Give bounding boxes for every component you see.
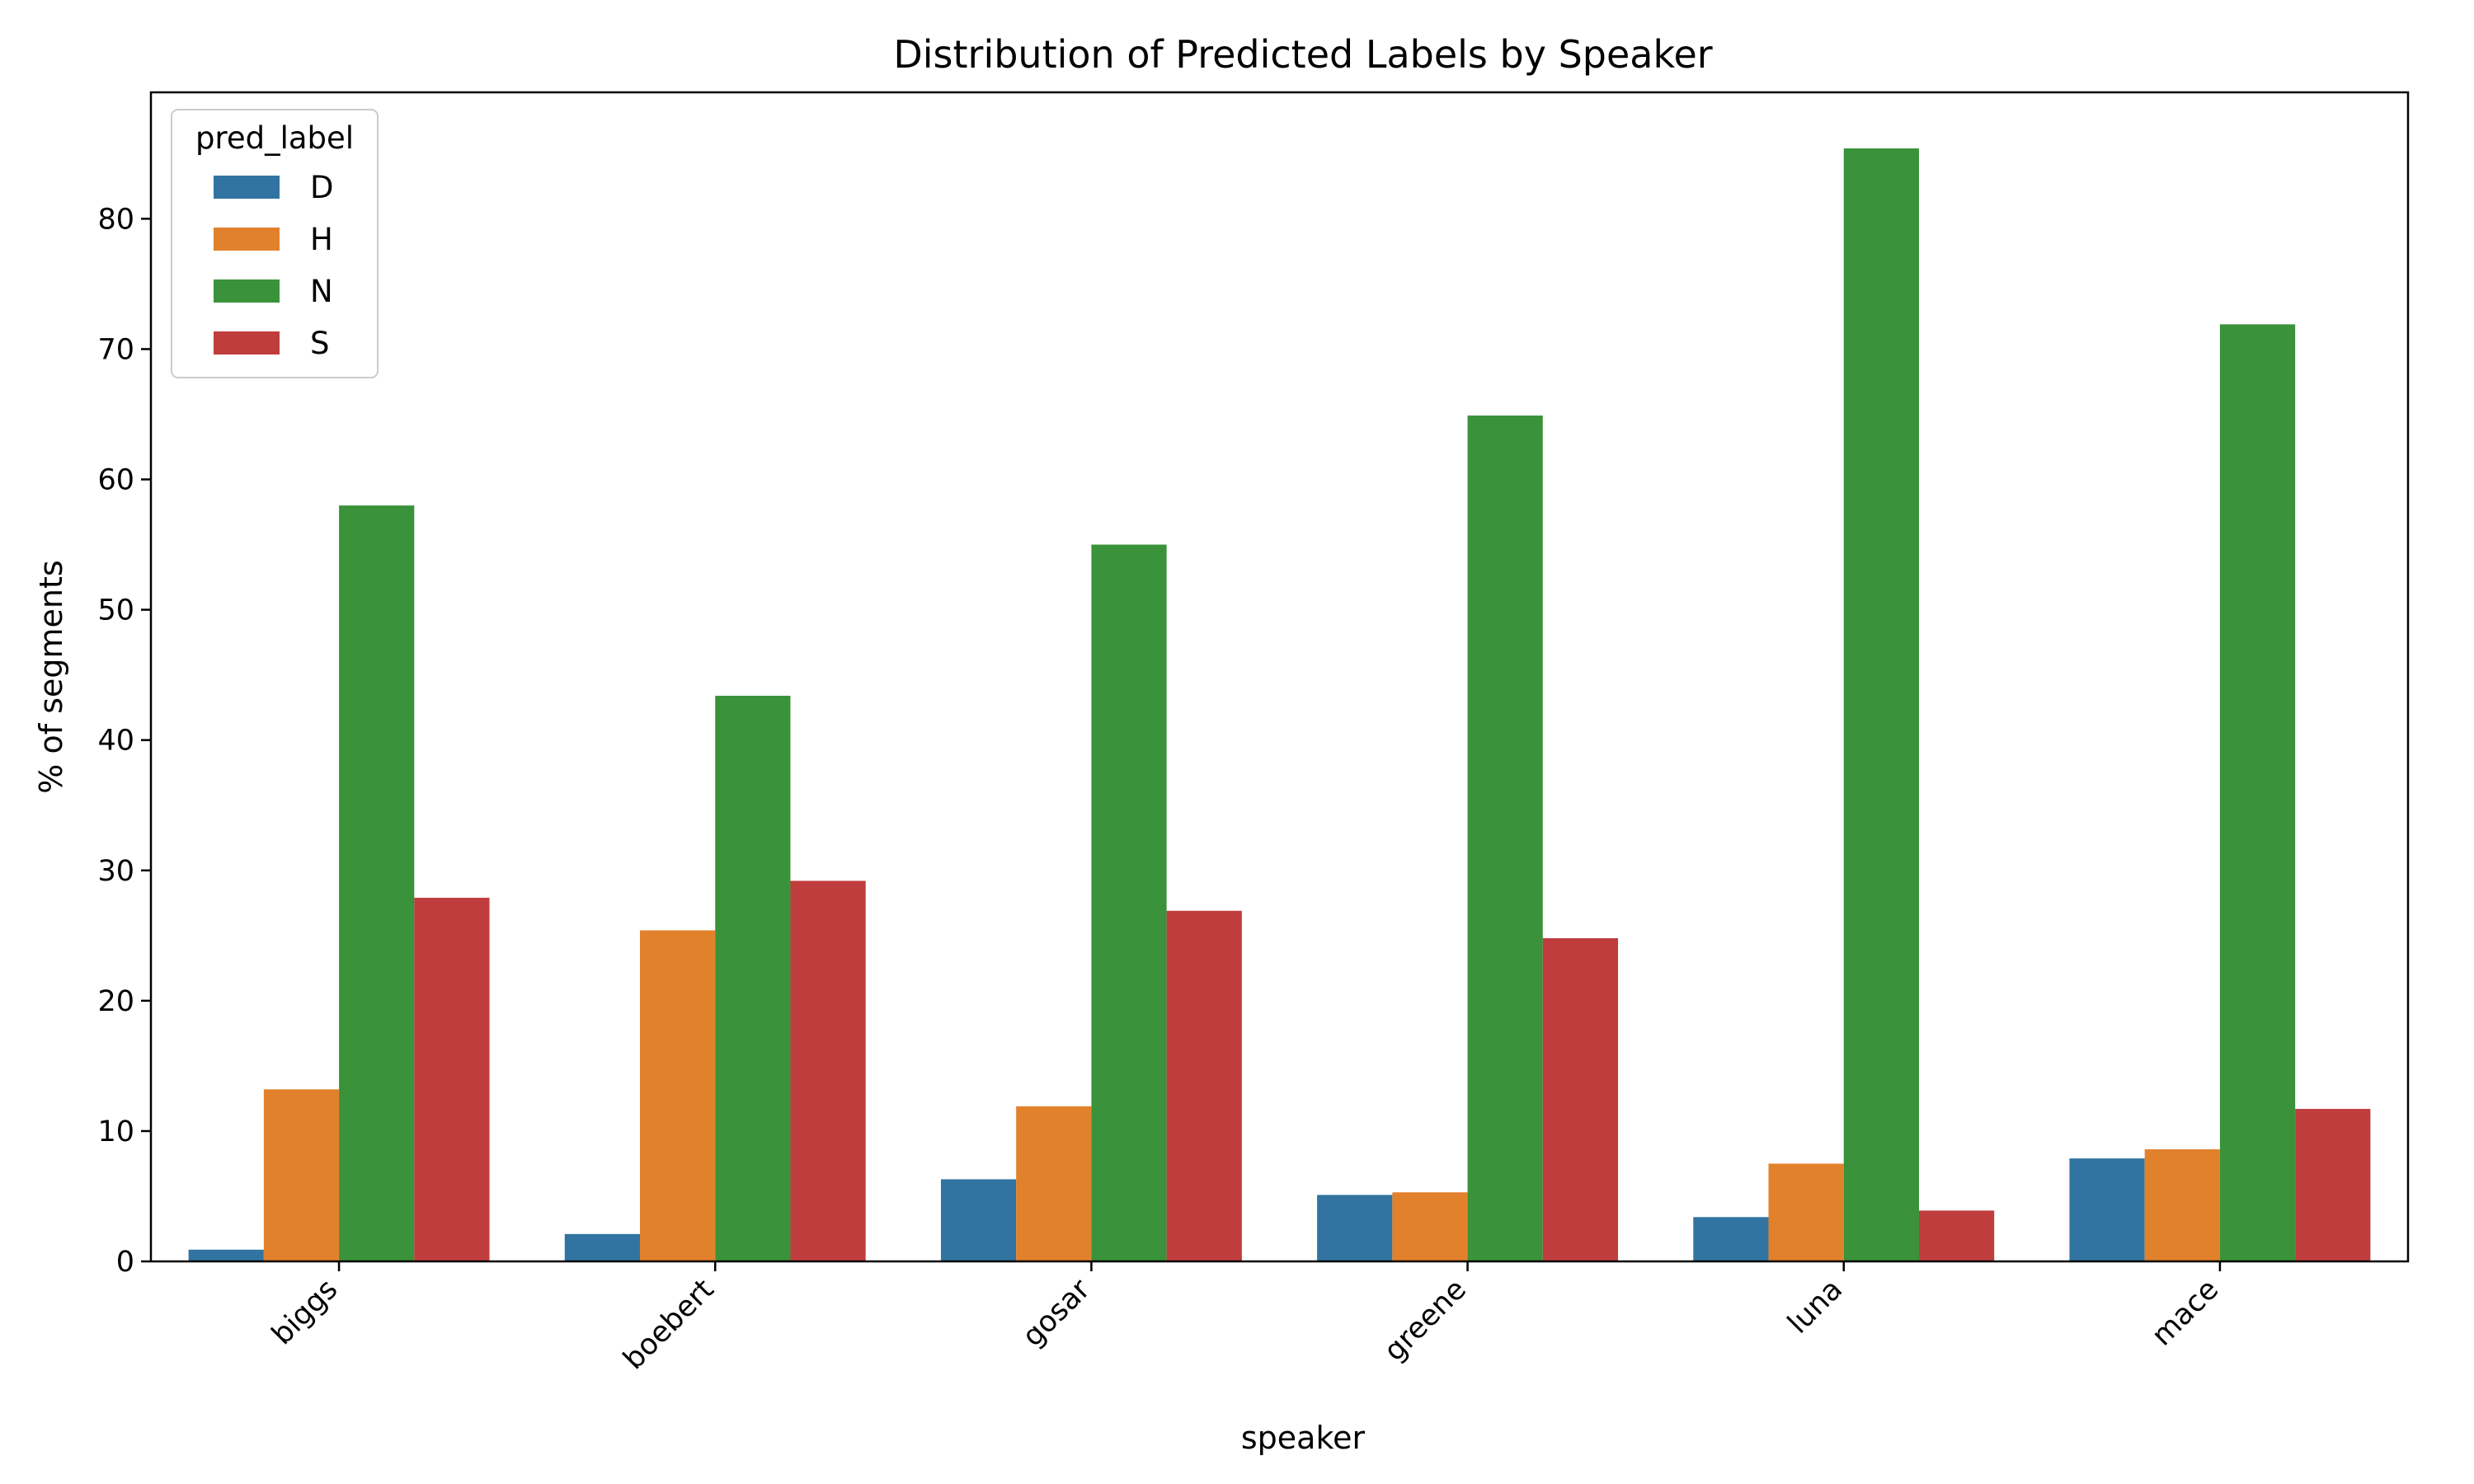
bar-greene-N <box>1467 416 1543 1261</box>
x-tick-label-gosar: gosar <box>1016 1273 1097 1354</box>
legend-label-H: H <box>310 222 333 257</box>
y-axis: 0 10 20 30 40 50 60 70 80 <box>97 203 151 1279</box>
y-tick-label: 10 <box>97 1115 134 1148</box>
bar-luna-S <box>1918 1210 1995 1261</box>
bar-mace-H <box>2144 1149 2220 1261</box>
bar-gosar-N <box>1091 544 1167 1261</box>
plot-frame <box>149 91 2410 1263</box>
bar-greene-D <box>1317 1195 1393 1261</box>
y-tick-label: 30 <box>97 855 134 888</box>
legend-swatch-N <box>214 279 280 303</box>
bars-group <box>188 148 2371 1262</box>
bar-boebert-D <box>564 1233 641 1261</box>
bar-gosar-D <box>940 1179 1017 1261</box>
y-tick-label: 0 <box>116 1246 134 1279</box>
y-tick-label: 20 <box>97 985 134 1018</box>
x-tick-label-mace: mace <box>2146 1273 2225 1352</box>
bar-biggs-H <box>263 1089 340 1261</box>
bar-boebert-S <box>790 881 866 1261</box>
bar-biggs-D <box>188 1249 264 1261</box>
legend-label-N: N <box>310 274 333 309</box>
bar-biggs-S <box>414 897 490 1261</box>
legend-swatch-S <box>214 331 280 355</box>
x-axis: biggs boebert gosar greene luna mace <box>266 1261 2225 1376</box>
y-tick-label: 40 <box>97 725 134 758</box>
x-tick-label-boebert: boebert <box>617 1273 720 1376</box>
legend-swatch-H <box>214 228 280 251</box>
y-tick-label: 60 <box>97 464 134 497</box>
x-tick-label-greene: greene <box>1378 1273 1473 1368</box>
bar-luna-H <box>1768 1163 1844 1261</box>
y-tick-label: 70 <box>97 333 134 366</box>
bar-gosar-H <box>1016 1106 1092 1261</box>
bar-greene-S <box>1542 937 1619 1261</box>
legend-title: pred_label <box>195 120 354 156</box>
bar-greene-H <box>1392 1192 1468 1261</box>
bar-luna-D <box>1693 1217 1769 1261</box>
x-tick-label-biggs: biggs <box>266 1273 344 1351</box>
bar-luna-N <box>1843 148 1919 1262</box>
bar-mace-S <box>2295 1109 2371 1261</box>
y-axis-label: % of segments <box>33 560 69 793</box>
legend-label-D: D <box>310 170 334 205</box>
legend-label-S: S <box>310 326 330 361</box>
x-axis-label: speaker <box>1241 1420 1366 1456</box>
legend-swatch-D <box>214 176 280 199</box>
bar-boebert-N <box>715 695 791 1261</box>
bar-mace-N <box>2219 324 2296 1261</box>
y-tick-label: 80 <box>97 203 134 236</box>
bar-boebert-H <box>640 930 716 1261</box>
bar-biggs-N <box>339 505 415 1261</box>
y-tick-label: 50 <box>97 594 134 627</box>
chart-title: Distribution of Predicted Labels by Spea… <box>893 32 1712 77</box>
bar-mace-D <box>2069 1158 2145 1261</box>
x-tick-label-luna: luna <box>1781 1273 1849 1341</box>
bar-gosar-S <box>1166 910 1242 1261</box>
